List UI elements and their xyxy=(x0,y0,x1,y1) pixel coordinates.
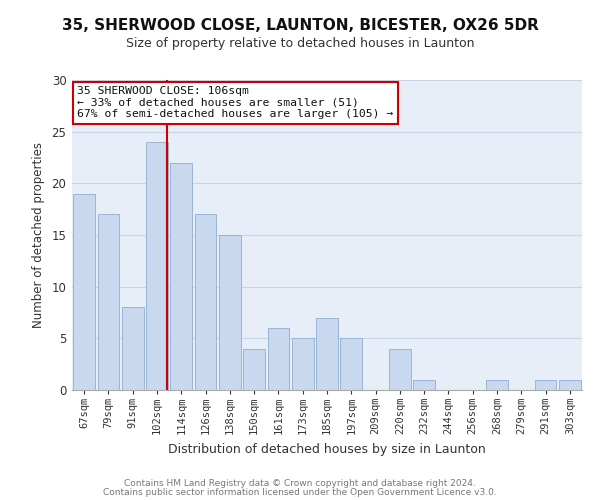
Bar xyxy=(316,318,338,390)
Bar xyxy=(486,380,508,390)
Text: Size of property relative to detached houses in Launton: Size of property relative to detached ho… xyxy=(126,38,474,51)
Bar xyxy=(535,380,556,390)
Bar xyxy=(170,162,192,390)
Bar xyxy=(389,348,411,390)
X-axis label: Distribution of detached houses by size in Launton: Distribution of detached houses by size … xyxy=(168,443,486,456)
Text: Contains public sector information licensed under the Open Government Licence v3: Contains public sector information licen… xyxy=(103,488,497,497)
Text: 35 SHERWOOD CLOSE: 106sqm
← 33% of detached houses are smaller (51)
67% of semi-: 35 SHERWOOD CLOSE: 106sqm ← 33% of detac… xyxy=(77,86,394,120)
Bar xyxy=(413,380,435,390)
Bar xyxy=(73,194,95,390)
Y-axis label: Number of detached properties: Number of detached properties xyxy=(32,142,44,328)
Bar xyxy=(243,348,265,390)
Bar xyxy=(219,235,241,390)
Text: Contains HM Land Registry data © Crown copyright and database right 2024.: Contains HM Land Registry data © Crown c… xyxy=(124,478,476,488)
Bar xyxy=(97,214,119,390)
Bar xyxy=(122,308,143,390)
Bar xyxy=(559,380,581,390)
Bar xyxy=(292,338,314,390)
Bar xyxy=(146,142,168,390)
Text: 35, SHERWOOD CLOSE, LAUNTON, BICESTER, OX26 5DR: 35, SHERWOOD CLOSE, LAUNTON, BICESTER, O… xyxy=(62,18,538,32)
Bar xyxy=(194,214,217,390)
Bar xyxy=(268,328,289,390)
Bar xyxy=(340,338,362,390)
